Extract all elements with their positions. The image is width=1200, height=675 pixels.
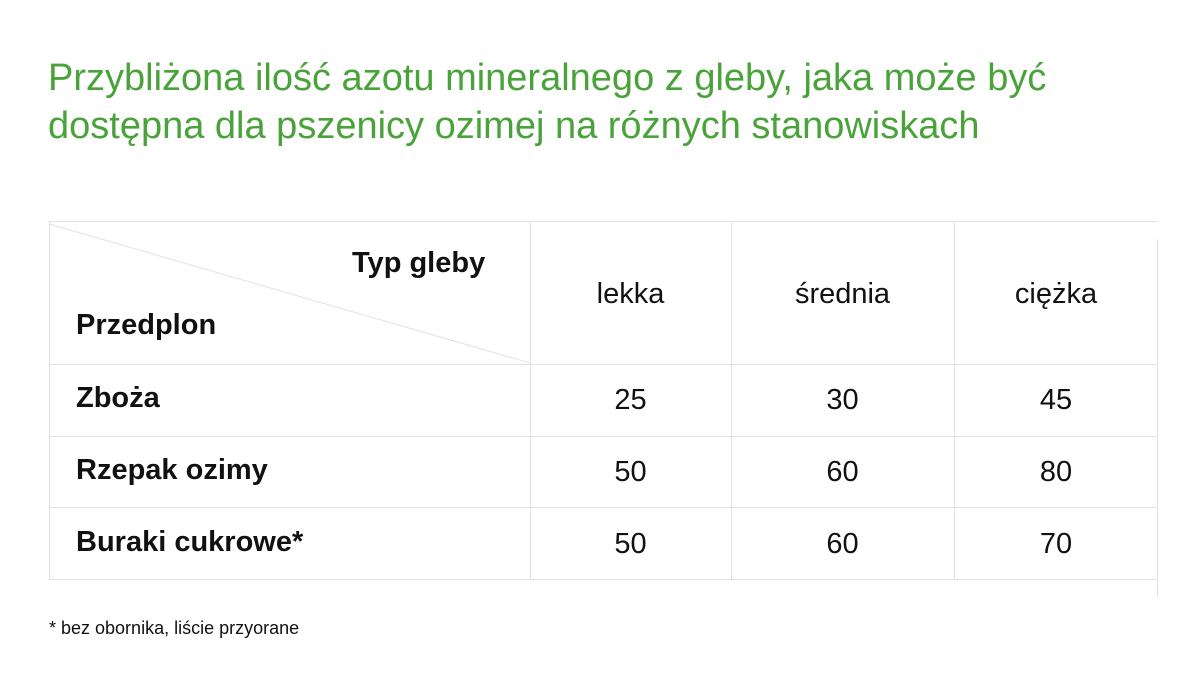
cell-value: 25	[614, 384, 647, 416]
table-row: Zboża 25 30 45	[49, 364, 1158, 436]
table-row: Buraki cukrowe* 50 60 70	[49, 507, 1158, 579]
column-header-heavy: ciężka	[1014, 278, 1098, 310]
row-divider	[49, 436, 1158, 437]
cell-value: 30	[826, 384, 859, 416]
corner-label-soil-type: Typ gleby	[352, 247, 486, 279]
cell-value: 50	[614, 456, 647, 488]
column-divider	[530, 221, 531, 579]
row-divider	[49, 364, 1158, 365]
column-header-medium: średnia	[794, 278, 891, 310]
footnote: * bez obornika, liście przyorane	[49, 618, 300, 638]
column-divider	[49, 221, 50, 579]
table-top-rule	[49, 221, 1158, 222]
column-divider	[954, 221, 955, 579]
row-header-sugar-beet: Buraki cukrowe*	[76, 526, 304, 558]
cell-value: 60	[826, 528, 859, 560]
cell-value: 70	[1039, 528, 1073, 560]
cell-value: 50	[614, 528, 647, 560]
corner-diagonal-divider	[49, 223, 531, 364]
table-row: Rzepak ozimy 50 60 80	[49, 436, 1158, 507]
column-divider	[1157, 239, 1158, 597]
column-header-light: lekka	[596, 278, 665, 310]
column-divider	[731, 221, 732, 579]
row-divider	[49, 507, 1158, 508]
table-bottom-rule	[49, 579, 1158, 580]
corner-label-preceding-crop: Przedplon	[76, 309, 217, 341]
cell-value: 80	[1039, 456, 1073, 488]
title-line-1: Przybliżona ilość azotu mineralnego z gl…	[48, 57, 1047, 99]
table-header-row: Typ gleby Przedplon lekka średnia ciężka	[49, 221, 1158, 364]
row-header-winter-rape: Rzepak ozimy	[76, 454, 268, 486]
cell-value: 45	[1039, 384, 1073, 416]
row-header-cereals: Zboża	[76, 382, 160, 414]
page-title: Przybliżona ilość azotu mineralnego z gl…	[48, 54, 1168, 150]
cell-value: 60	[826, 456, 859, 488]
title-line-2: dostępna dla pszenicy ozimej na różnych …	[48, 105, 980, 147]
